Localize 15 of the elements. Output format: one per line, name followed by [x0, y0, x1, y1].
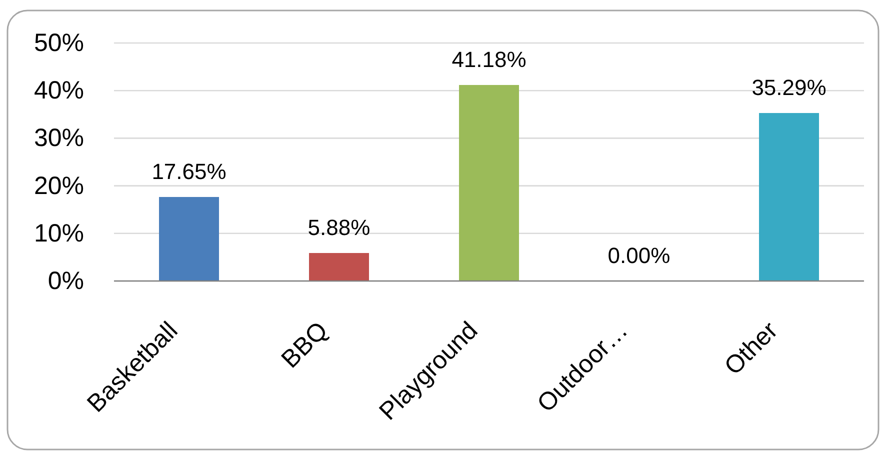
y-tick-label: 10%	[34, 219, 84, 248]
y-tick-label: 30%	[34, 124, 84, 152]
y-tick-label: 40%	[34, 76, 84, 105]
y-tick-label: 20%	[34, 172, 84, 200]
y-tick-label: 0%	[48, 267, 84, 295]
bar	[759, 113, 819, 281]
data-label: 0.00%	[608, 243, 670, 268]
data-label: 5.88%	[308, 215, 370, 240]
bar	[309, 253, 369, 281]
data-label: 35.29%	[752, 75, 826, 100]
bar	[459, 84, 519, 281]
bar	[159, 196, 219, 281]
data-label: 17.65%	[152, 158, 226, 184]
y-tick-label: 50%	[34, 29, 84, 57]
data-label: 41.18%	[452, 46, 526, 72]
